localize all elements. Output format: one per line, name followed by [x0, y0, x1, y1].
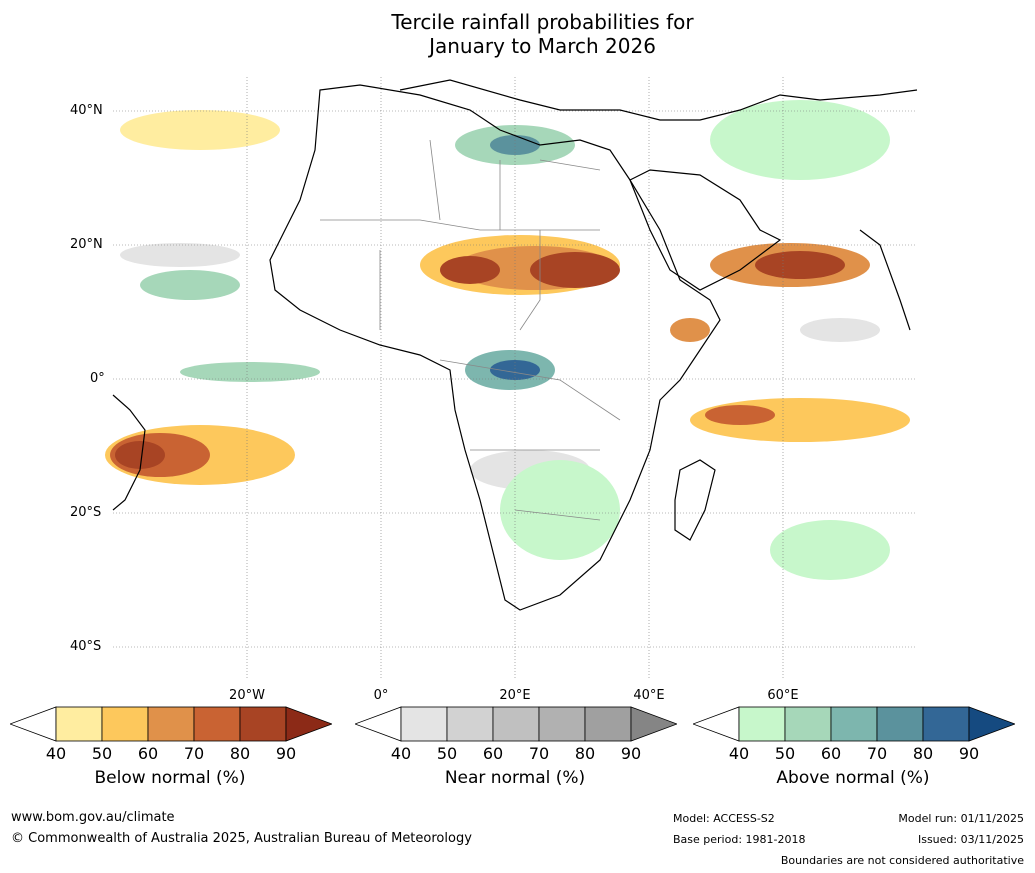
lat-label-20n: 20°N: [70, 237, 103, 252]
colorbar-segment: [492, 706, 540, 742]
colorbar-arrow-low: [10, 706, 57, 742]
footer-model-run: Model run: 01/11/2025: [898, 812, 1024, 825]
colorbar-arrow-low: [693, 706, 740, 742]
patch-north-atlantic-below: [120, 110, 280, 150]
arabia-coastline: [629, 169, 782, 291]
patch-atlantic-below-3: [115, 441, 165, 469]
patch-near-1: [120, 243, 240, 267]
probability-patches: [105, 100, 910, 580]
colorbar-arrow-low: [355, 706, 402, 742]
below-normal-colorbar: [10, 706, 332, 742]
africa-coastline: [269, 84, 721, 611]
lat-label-40s: 40°S: [70, 639, 102, 654]
colorbar-tick-label: 90: [620, 744, 642, 763]
colorbar-segment: [876, 706, 924, 742]
patch-indian-below-2: [705, 405, 775, 425]
lon-label-60e: 60°E: [767, 688, 799, 703]
above-normal-colorbar: [693, 706, 1015, 742]
title-line-2: January to March 2026: [429, 34, 656, 58]
colorbar-segment: [738, 706, 786, 742]
lat-label-40n: 40°N: [70, 103, 103, 118]
colorbar-segment: [55, 706, 103, 742]
lat-label-0: 0°: [90, 371, 105, 386]
colorbar-tick-label: 50: [774, 744, 796, 763]
madagascar-coastline: [674, 459, 716, 541]
colorbar-tick-label: 50: [91, 744, 113, 763]
colorbar-segment: [101, 706, 149, 742]
colorbar-tick-label: 90: [958, 744, 980, 763]
colorbar-tick-label: 90: [275, 744, 297, 763]
lon-label-0: 0°: [373, 688, 389, 703]
colorbar-tick-label: 60: [820, 744, 842, 763]
colorbar-tick-label: 80: [912, 744, 934, 763]
colorbar-segment: [239, 706, 287, 742]
lon-label-20e: 20°E: [499, 688, 531, 703]
title-line-1: Tercile rainfall probabilities for: [391, 10, 694, 34]
colorbar-segment: [784, 706, 832, 742]
footer-base-period: Base period: 1981-2018: [673, 833, 806, 846]
lon-label-20w: 20°W: [229, 688, 265, 703]
eurasia-coastline: [399, 79, 918, 121]
below-normal-title: Below normal (%): [94, 768, 246, 788]
colorbar-segment: [147, 706, 195, 742]
footer-issued: Issued: 03/11/2025: [917, 833, 1024, 846]
near-normal-title: Near normal (%): [444, 768, 586, 788]
colorbar-segment: [400, 706, 448, 742]
colorbar-tick-label: 60: [137, 744, 159, 763]
patch-atlantic-above: [180, 362, 320, 382]
colorbar-segment: [446, 706, 494, 742]
colorbar-arrow-high: [285, 706, 332, 742]
footer-website: www.bom.gov.au/climate: [11, 810, 175, 825]
borders: [320, 139, 621, 521]
lat-label-20s: 20°S: [70, 505, 102, 520]
patch-west-atlantic-above: [140, 270, 240, 300]
india-coastline: [859, 229, 911, 331]
footer-copyright: © Commonwealth of Australia 2025, Austra…: [11, 831, 472, 846]
south-america-coastline: [112, 394, 146, 511]
colorbar-segment: [584, 706, 632, 742]
colorbar-tick-label: 50: [436, 744, 458, 763]
patch-south-africa-above: [500, 460, 620, 560]
patch-sahel-below-3: [530, 252, 620, 288]
colorbar-segment: [922, 706, 970, 742]
lon-label-40e: 40°E: [633, 688, 665, 703]
colorbar-tick-label: 80: [229, 744, 251, 763]
above-normal-title: Above normal (%): [776, 768, 930, 788]
colorbar-tick-label: 40: [45, 744, 67, 763]
colorbar-tick-label: 70: [528, 744, 550, 763]
colorbar-segment: [830, 706, 878, 742]
colorbar-tick-label: 60: [482, 744, 504, 763]
gridlines: [113, 77, 917, 680]
coastlines: [112, 79, 918, 611]
patch-congo-above-2: [490, 360, 540, 380]
footer-disclaimer: Boundaries are not considered authoritat…: [780, 854, 1024, 867]
colorbar-segment: [538, 706, 586, 742]
colorbar-tick-label: 70: [866, 744, 888, 763]
patch-arabia-below-2: [755, 251, 845, 279]
colorbar-tick-label: 80: [574, 744, 596, 763]
map-title: Tercile rainfall probabilities for Janua…: [0, 10, 1035, 58]
colorbar-arrow-high: [968, 706, 1015, 742]
patch-sahel-below-4: [440, 256, 500, 284]
colorbar-tick-label: 40: [390, 744, 412, 763]
colorbar-segment: [193, 706, 241, 742]
patch-near-3: [800, 318, 880, 342]
footer-model: Model: ACCESS-S2: [673, 812, 775, 825]
colorbar-tick-label: 40: [728, 744, 750, 763]
patch-south-indian-above: [770, 520, 890, 580]
near-normal-colorbar: [355, 706, 677, 742]
patch-horn-below: [670, 318, 710, 342]
colorbar-tick-label: 70: [183, 744, 205, 763]
patch-asia-above: [710, 100, 890, 180]
colorbar-arrow-high: [630, 706, 677, 742]
